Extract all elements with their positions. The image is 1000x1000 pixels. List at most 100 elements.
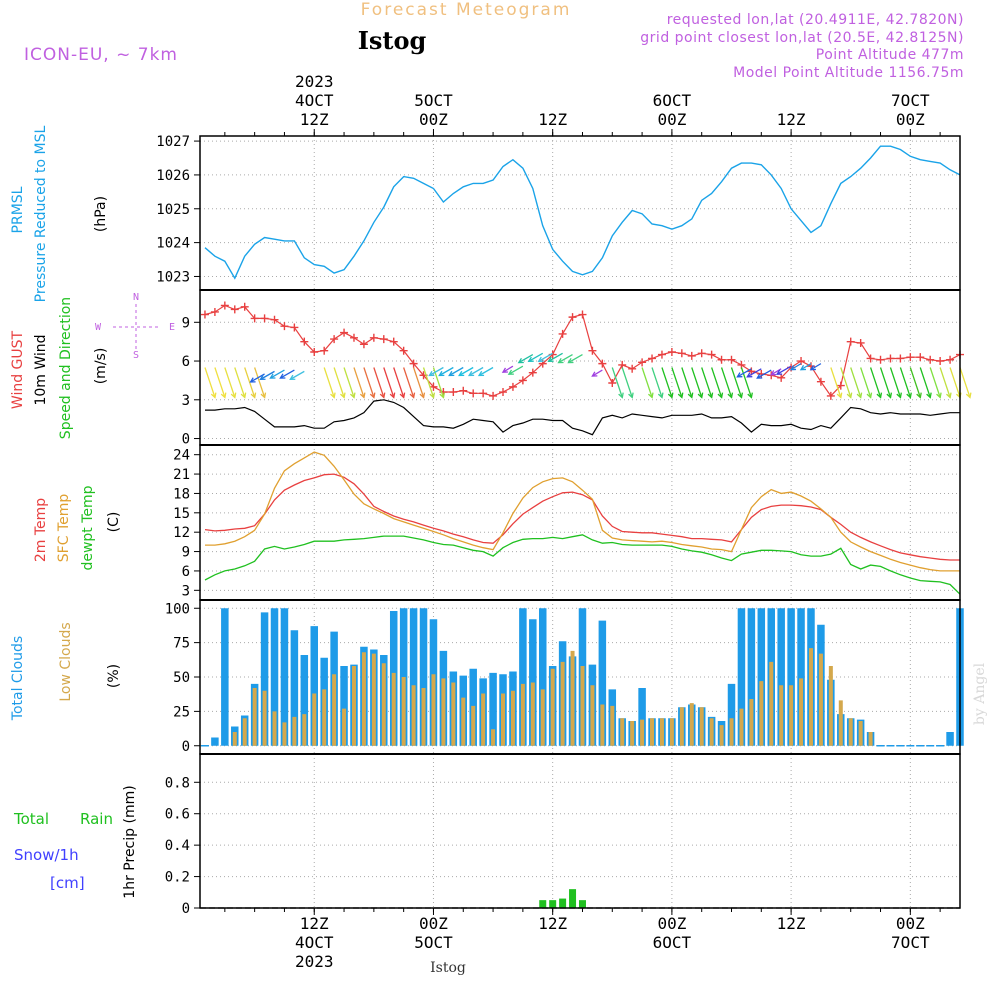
total-cloud-bar — [290, 630, 299, 746]
wind-direction-arrow — [711, 367, 724, 399]
wind-direction-arrow — [527, 352, 544, 362]
footer-station: Istog — [430, 960, 466, 976]
gust-line — [204, 304, 961, 397]
low-cloud-bar — [530, 682, 535, 746]
y-tick-label: 0.2 — [165, 870, 190, 886]
wind-arrow-head — [477, 370, 485, 377]
cloud-label-unit: (%) — [106, 664, 122, 688]
wind-direction-arrow — [438, 366, 454, 377]
wind-direction-arrow — [224, 367, 237, 399]
wind-arrow-shaft — [538, 352, 554, 362]
low-cloud-bar — [719, 725, 724, 746]
wind-direction-arrow — [557, 354, 573, 364]
wind-arrow-shaft — [681, 367, 693, 398]
low-cloud-bar — [620, 718, 625, 746]
gust-marker — [638, 358, 647, 367]
wind-direction-arrow — [720, 367, 734, 399]
low-cloud-bar — [361, 652, 366, 746]
low-cloud-bar — [481, 693, 486, 746]
wind-arrow-shaft — [280, 369, 295, 379]
grid-point-coords: grid point closest lon,lat (20.5E, 42.81… — [640, 30, 964, 46]
wind-arrow-shaft — [429, 366, 444, 377]
x-tick-label-top: 7OCT — [891, 91, 930, 110]
x-tick-label-bottom: 2023 — [295, 952, 334, 971]
low-cloud-bar — [520, 683, 525, 746]
wind-arrow-head — [916, 392, 922, 399]
wind-arrow-shaft — [869, 367, 882, 398]
wind-arrow-head — [906, 392, 912, 399]
x-tick-label-bottom: 00Z — [896, 914, 925, 933]
wind-direction-arrow — [234, 367, 247, 399]
wind-direction-arrow — [746, 368, 762, 378]
low-cloud-bar — [322, 689, 327, 746]
wind-direction-arrow — [249, 373, 265, 383]
gust-marker — [409, 359, 418, 368]
total-cloud-bar — [747, 608, 756, 746]
temp-label-unit: (C) — [106, 512, 122, 533]
x-tick-label-bottom: 7OCT — [891, 933, 930, 952]
gust-marker — [200, 310, 209, 319]
gust-marker — [717, 355, 726, 364]
wind-arrow-shaft — [254, 367, 266, 398]
y-tick-label: 18 — [173, 486, 190, 502]
wind-direction-arrow — [641, 367, 654, 399]
low-cloud-bar — [242, 718, 247, 746]
wind-arrow-head — [250, 392, 257, 399]
low-cloud-bar — [312, 693, 317, 746]
wind-arrow-shaft — [439, 366, 454, 377]
wind-arrow-head — [369, 392, 376, 399]
gust-marker — [856, 338, 865, 347]
temp-label-sfc: SFC Temp — [56, 494, 72, 563]
low-cloud-bar — [282, 722, 287, 746]
x-tick-label-bottom: 12Z — [777, 914, 806, 933]
model-point-altitude: Model Point Altitude 1156.75m — [733, 65, 964, 81]
wind-arrow-head — [399, 392, 406, 399]
y-tick-label: 9 — [182, 545, 190, 561]
wind-arrow-head — [896, 392, 902, 399]
wind-direction-arrow — [537, 352, 554, 362]
gust-marker — [697, 349, 706, 358]
rain-bar — [539, 900, 547, 908]
gust-marker — [578, 310, 587, 319]
precip-rain-label: Rain — [80, 810, 113, 828]
wind-direction-arrow — [840, 367, 853, 399]
gust-marker — [727, 355, 736, 364]
y-tick-label: 0.8 — [165, 775, 190, 791]
y-tick-label: 0.4 — [165, 838, 190, 854]
wind-arrow-head — [517, 357, 524, 364]
precip-label: 1hr Precip (mm) — [122, 785, 138, 898]
wind-arrow-head — [747, 392, 753, 399]
wind-arrow-shaft — [730, 367, 743, 398]
wind-arrow-shaft — [671, 367, 683, 398]
wind-arrow-shaft — [810, 363, 822, 371]
low-cloud-bar — [411, 685, 416, 746]
low-cloud-bar — [252, 688, 257, 746]
wind-arrow-head — [789, 364, 797, 371]
wind-arrow-shaft — [611, 367, 623, 398]
wind-arrow-shaft — [508, 365, 524, 375]
wind-arrow-head — [269, 373, 276, 379]
wind-arrow-shaft — [422, 367, 435, 398]
wind-arrow-shaft — [899, 367, 912, 398]
gust-marker — [648, 354, 657, 363]
wind-arrow-shaft — [502, 365, 514, 373]
low-cloud-bar — [590, 685, 595, 746]
wind-arrow-shaft — [621, 367, 633, 398]
rain-bar — [578, 900, 586, 908]
gust-marker — [558, 329, 567, 338]
panel-frame — [199, 289, 961, 446]
gust-marker — [906, 353, 915, 362]
gust-marker — [936, 357, 945, 366]
wind-arrow-head — [727, 392, 734, 399]
low-cloud-bar — [749, 699, 754, 746]
low-cloud-bar — [540, 689, 545, 746]
wind-arrow-head — [557, 357, 564, 364]
wind-direction-arrow — [775, 365, 792, 375]
low-cloud-bar — [858, 721, 863, 746]
x-tick-label-top: 00Z — [419, 110, 448, 129]
x-tick-label-bottom: 12Z — [300, 914, 329, 933]
gust-marker — [340, 328, 349, 337]
wind-arrow-head — [965, 392, 972, 399]
panel-frame — [199, 444, 961, 601]
axis-layer: 1023102410251026102703693691215182124025… — [156, 72, 941, 971]
